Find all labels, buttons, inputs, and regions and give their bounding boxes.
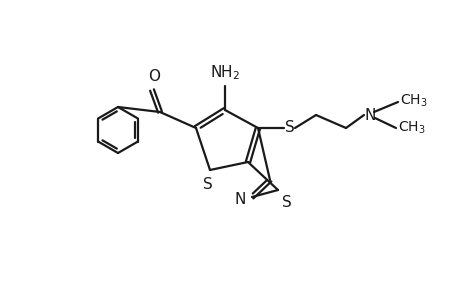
Text: NH$_2$: NH$_2$ xyxy=(209,63,240,82)
Text: S: S xyxy=(203,177,213,192)
Text: S: S xyxy=(281,195,291,210)
Text: N: N xyxy=(234,191,246,206)
Text: O: O xyxy=(148,69,160,84)
Text: CH$_3$: CH$_3$ xyxy=(397,120,425,136)
Text: N: N xyxy=(364,107,375,122)
Text: CH$_3$: CH$_3$ xyxy=(399,93,427,109)
Text: S: S xyxy=(285,119,294,134)
